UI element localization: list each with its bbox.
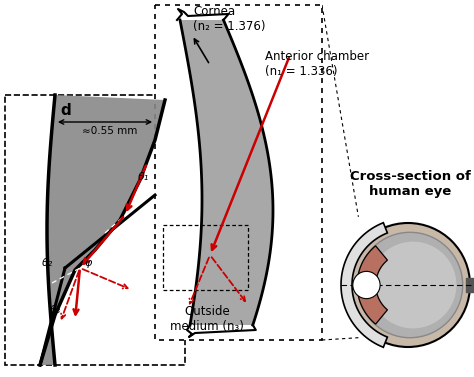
Text: ≈0.55 mm: ≈0.55 mm — [82, 126, 137, 136]
Polygon shape — [40, 95, 165, 365]
Text: θ₁: θ₁ — [138, 172, 149, 182]
Polygon shape — [180, 20, 273, 325]
Circle shape — [346, 223, 470, 347]
Polygon shape — [341, 223, 387, 347]
Circle shape — [370, 242, 456, 328]
Bar — [163, 225, 248, 290]
Text: φ: φ — [84, 258, 91, 268]
Text: Outside
medium (n₃): Outside medium (n₃) — [170, 305, 244, 333]
Polygon shape — [357, 246, 387, 324]
Text: d: d — [60, 103, 71, 118]
Circle shape — [353, 271, 380, 299]
Text: θ₂: θ₂ — [42, 258, 53, 268]
Text: Anterior chamber
(n₁ = 1.336): Anterior chamber (n₁ = 1.336) — [265, 50, 369, 78]
Text: Cross-section of
human eye: Cross-section of human eye — [349, 170, 470, 198]
Circle shape — [357, 232, 463, 338]
Bar — [5, 95, 185, 365]
Text: θ₃: θ₃ — [50, 305, 61, 315]
Text: Cornea
(n₂ = 1.376): Cornea (n₂ = 1.376) — [193, 5, 265, 33]
Bar — [155, 5, 322, 340]
